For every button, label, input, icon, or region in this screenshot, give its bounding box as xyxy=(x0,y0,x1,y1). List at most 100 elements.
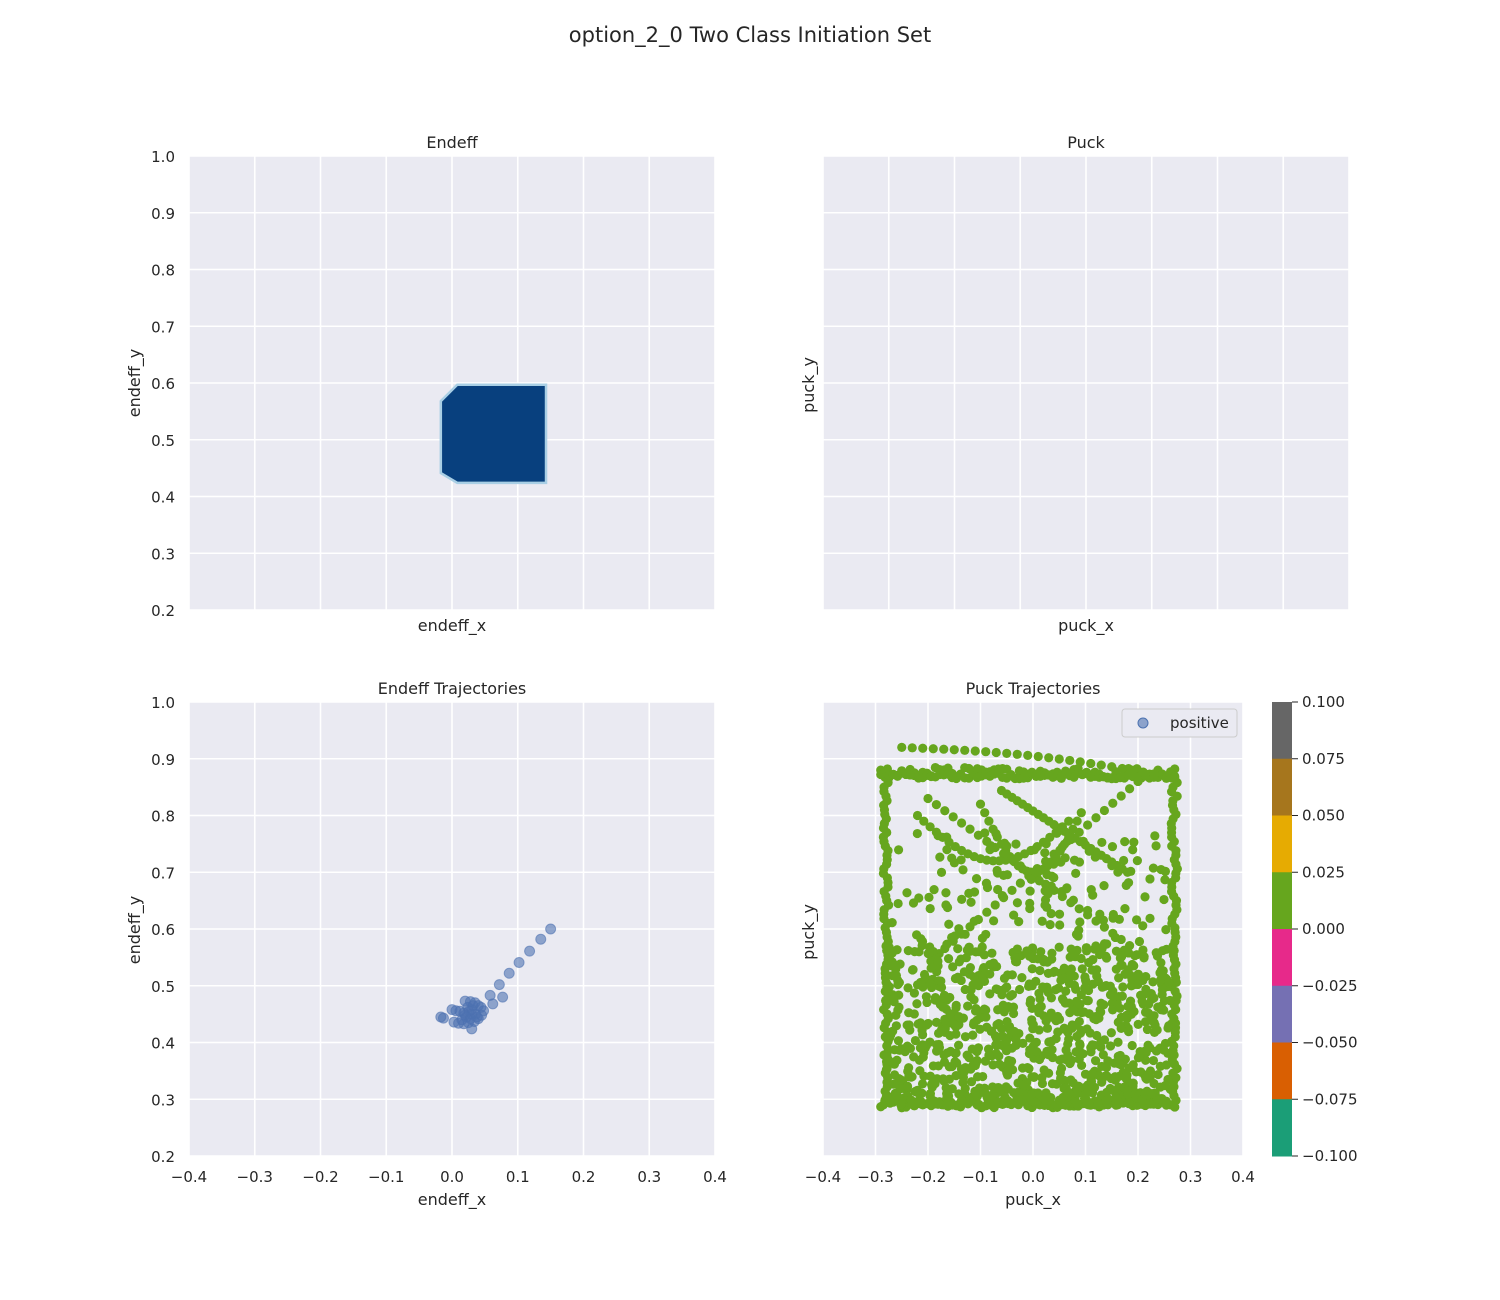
puck-point xyxy=(1076,990,1086,1000)
puck-point xyxy=(1119,855,1129,866)
puck-point xyxy=(1066,964,1076,974)
puck-point xyxy=(1081,1089,1091,1099)
puck-point xyxy=(925,1099,935,1109)
puck-point xyxy=(1034,1008,1044,1018)
puck-point xyxy=(948,962,958,972)
endeff-point xyxy=(524,945,536,957)
puck-point xyxy=(970,1060,980,1071)
puck-point xyxy=(980,828,990,838)
puck-point xyxy=(1065,952,1075,962)
puck-point xyxy=(933,1061,944,1071)
endeff-point xyxy=(535,933,547,945)
puck-point xyxy=(1064,1088,1074,1098)
puck-point xyxy=(1121,880,1131,891)
puck-point xyxy=(895,1045,905,1055)
puck-point xyxy=(1145,1043,1155,1053)
endeff-point xyxy=(487,998,499,1010)
puck-point xyxy=(1076,808,1086,818)
puck-point xyxy=(1011,839,1021,849)
puck-point xyxy=(1068,895,1078,905)
puck-point xyxy=(942,902,953,913)
puck-point xyxy=(965,824,975,834)
puck-point xyxy=(1082,1024,1092,1034)
puck-point xyxy=(1101,1062,1112,1073)
puck-point xyxy=(924,947,935,958)
puck-point xyxy=(917,1079,928,1089)
puck-point xyxy=(887,918,897,928)
puck-point xyxy=(1108,798,1118,808)
puck-point xyxy=(1002,748,1012,758)
puck-point xyxy=(1047,1045,1057,1055)
puck-point xyxy=(1096,760,1106,770)
puck-point xyxy=(1120,903,1130,914)
x-tick-label: 0.4 xyxy=(703,1168,727,1186)
puck-point xyxy=(1086,758,1096,769)
puck-point xyxy=(951,1071,961,1081)
colorbar-tick-labels: 0.100 0.075 0.050 0.025 0.000 −0.025 −0.050 −0.… xyxy=(1292,693,1358,1165)
puck-point xyxy=(954,924,964,934)
puck-point xyxy=(996,785,1007,796)
puck-point xyxy=(975,1024,985,1034)
puck-point xyxy=(1004,1021,1015,1032)
puck-point xyxy=(981,878,992,888)
endeff-traj-title: Endeff Trajectories xyxy=(378,679,527,698)
puck-point xyxy=(1017,973,1027,983)
puck-point xyxy=(1129,837,1139,847)
puck-point xyxy=(953,1040,964,1050)
puck-point xyxy=(924,892,934,902)
puck-point xyxy=(1126,866,1136,876)
colorbar-tick-label: 0.075 xyxy=(1302,750,1345,768)
legend-positive-marker xyxy=(1137,717,1149,729)
puck-point xyxy=(945,1009,955,1019)
puck-point xyxy=(1156,864,1166,875)
puck-point xyxy=(881,1065,891,1075)
puck-point xyxy=(1152,1025,1162,1035)
puck-point xyxy=(1042,902,1052,912)
puck-point xyxy=(1080,983,1090,993)
puck-point xyxy=(1012,898,1023,908)
puck-point xyxy=(1090,852,1100,862)
puck-traj-points xyxy=(876,742,1182,1113)
puck-point xyxy=(1068,1005,1078,1015)
colorbar-band xyxy=(1272,1099,1292,1157)
puck-point xyxy=(914,893,924,903)
puck-point xyxy=(969,887,980,897)
y-tick-label: 0.8 xyxy=(151,262,175,280)
puck-point xyxy=(1111,946,1122,956)
panel-puck: Puck puck_x puck_y xyxy=(799,133,1350,636)
endeff-point xyxy=(545,923,557,935)
puck-point xyxy=(1054,754,1064,764)
puck-point xyxy=(1170,1102,1180,1112)
puck-point xyxy=(948,812,958,822)
puck-point xyxy=(1153,1069,1163,1080)
puck-point xyxy=(1159,1045,1169,1055)
puck-point xyxy=(1035,965,1045,976)
colorbar-tick-label: −0.100 xyxy=(1302,1147,1358,1165)
puck-point xyxy=(1155,975,1166,985)
puck-traj-ylabel: puck_y xyxy=(799,904,819,960)
colorbar-band xyxy=(1272,1042,1292,1100)
endeff-traj-grid xyxy=(188,701,716,1157)
initiation-region xyxy=(439,383,548,485)
puck-traj-title: Puck Trajectories xyxy=(966,679,1101,698)
y-tick-label: 0.4 xyxy=(151,1035,175,1053)
puck-point xyxy=(1105,1041,1116,1051)
puck-point xyxy=(1107,762,1117,772)
puck-point xyxy=(1017,1095,1027,1105)
puck-point xyxy=(1136,990,1146,1000)
figure-suptitle: option_2_0 Two Class Initiation Set xyxy=(569,23,931,48)
puck-point xyxy=(910,947,920,957)
puck-point xyxy=(1128,1078,1138,1088)
puck-point xyxy=(1064,1034,1074,1044)
puck-point xyxy=(956,1064,967,1074)
puck-point xyxy=(1052,828,1062,838)
puck-point xyxy=(1086,1047,1096,1057)
puck-point xyxy=(1092,1030,1102,1041)
puck-point xyxy=(1170,773,1180,783)
puck-traj-legend: positive xyxy=(1121,708,1238,738)
puck-point xyxy=(1022,946,1032,956)
puck-point xyxy=(954,1089,964,1099)
puck-point xyxy=(1055,845,1065,855)
puck-point xyxy=(966,992,976,1002)
puck-point xyxy=(1153,1002,1163,1012)
